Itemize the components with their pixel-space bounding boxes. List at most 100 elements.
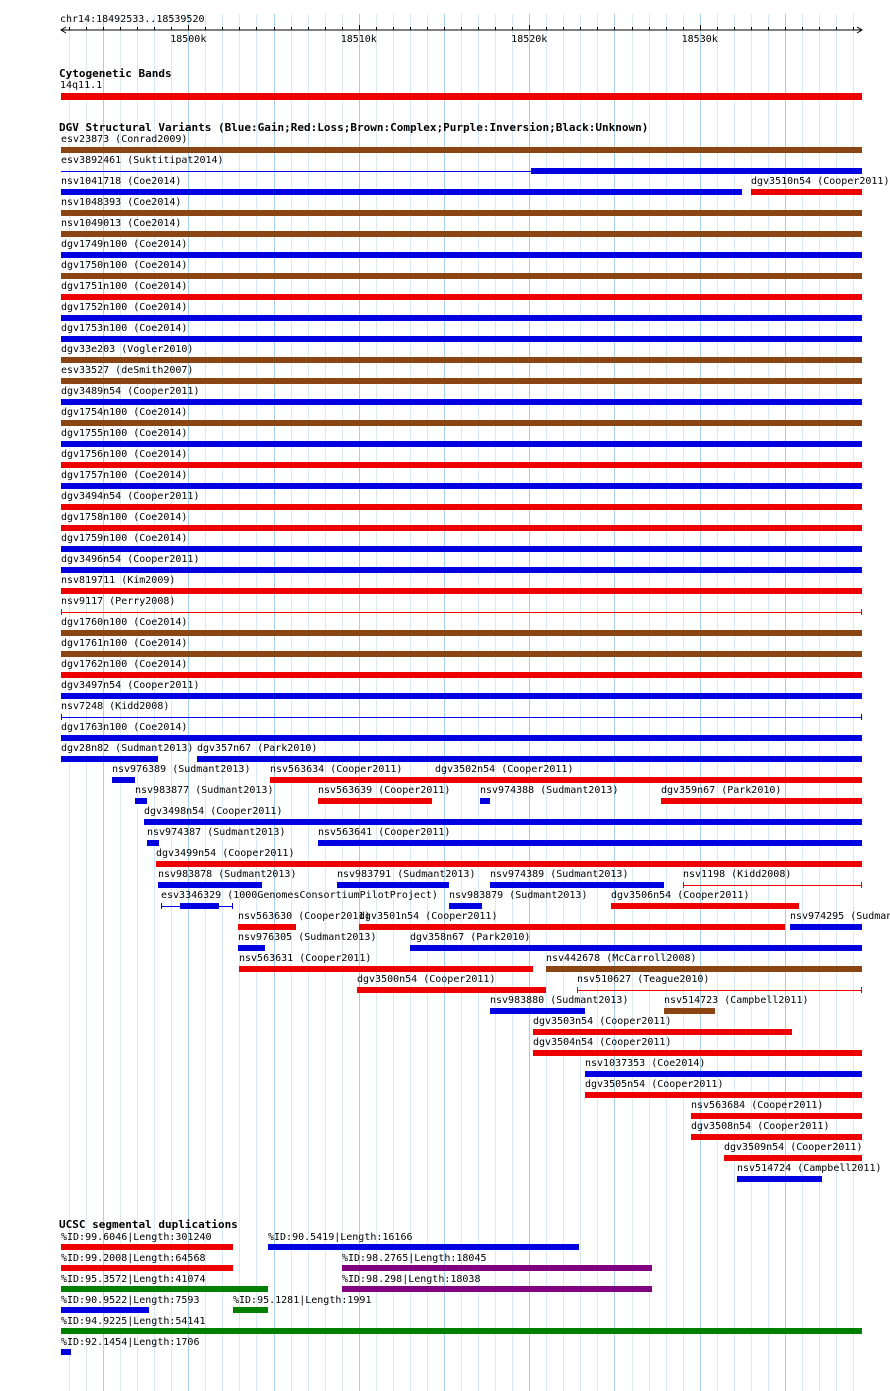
dgv-variant-bar[interactable] xyxy=(61,441,862,447)
dgv-variant-bar[interactable] xyxy=(61,273,862,279)
dgv-variant-bar[interactable] xyxy=(156,861,862,867)
dgv-variant-label: dgv3506n54 (Cooper2011) xyxy=(611,890,750,901)
dgv-variant-bar[interactable] xyxy=(61,717,862,718)
dgv-variant-bar[interactable] xyxy=(449,903,482,909)
dgv-variant-bar[interactable] xyxy=(61,735,862,741)
dgv-variant-bar[interactable] xyxy=(135,798,147,804)
dgv-variant-bar[interactable] xyxy=(531,168,862,174)
dgv-variant-bar[interactable] xyxy=(611,903,799,909)
dgv-variant-label: dgv3501n54 (Cooper2011) xyxy=(359,911,498,922)
dgv-variant-bar[interactable] xyxy=(61,357,862,363)
dgv-variant-bar[interactable] xyxy=(737,1176,822,1182)
grid-line xyxy=(768,14,769,1391)
dgv-variant-bar[interactable] xyxy=(61,315,862,321)
dgv-variant-label: nsv442678 (McCarroll2008) xyxy=(546,953,697,964)
grid-line xyxy=(410,14,411,1391)
dgv-variant-bar[interactable] xyxy=(238,924,296,930)
dgv-variant-bar[interactable] xyxy=(61,336,862,342)
dgv-variant-bar[interactable] xyxy=(585,1071,862,1077)
dgv-variant-bar[interactable] xyxy=(61,147,862,153)
segdup-bar[interactable] xyxy=(61,1307,149,1313)
locus-label: chr14:18492533..18539520 xyxy=(60,14,205,25)
dgv-variant-bar[interactable] xyxy=(435,777,862,783)
dgv-variant-bar[interactable] xyxy=(664,1008,715,1014)
segdup-bar[interactable] xyxy=(61,1328,862,1334)
grid-line xyxy=(853,14,854,1391)
dgv-variant-bar[interactable] xyxy=(480,798,490,804)
dgv-variant-bar[interactable] xyxy=(61,210,862,216)
dgv-variant-label: nsv9117 (Perry2008) xyxy=(61,596,176,607)
dgv-variant-bar[interactable] xyxy=(546,966,862,972)
dgv-variant-bar[interactable] xyxy=(61,462,862,468)
segdup-bar[interactable] xyxy=(342,1265,652,1271)
dgv-variant-bar[interactable] xyxy=(61,546,862,552)
dgv-variant-bar[interactable] xyxy=(112,777,135,783)
dgv-variant-bar[interactable] xyxy=(691,1134,862,1140)
dgv-variant-bar[interactable] xyxy=(61,231,862,237)
segdup-bar[interactable] xyxy=(61,1349,71,1355)
dgv-variant-label: dgv357n67 (Park2010) xyxy=(197,743,318,754)
dgv-variant-bar[interactable] xyxy=(61,294,862,300)
dgv-variant-bar[interactable] xyxy=(61,252,862,258)
dgv-variant-bar[interactable] xyxy=(661,798,862,804)
segdup-bar[interactable] xyxy=(233,1307,268,1313)
dgv-variant-bar[interactable] xyxy=(61,612,862,613)
dgv-variant-bar[interactable] xyxy=(691,1113,862,1119)
dgv-variant-bar[interactable] xyxy=(585,1092,862,1098)
grid-line xyxy=(785,14,786,1391)
dgv-variant-label: dgv1757n100 (Coe2014) xyxy=(61,470,188,481)
dgv-variant-bar[interactable] xyxy=(490,1008,585,1014)
dgv-variant-bar[interactable] xyxy=(61,651,862,657)
dgv-variant-label: dgv3498n54 (Cooper2011) xyxy=(144,806,283,817)
dgv-variant-bar[interactable] xyxy=(61,399,862,405)
dgv-variant-bar[interactable] xyxy=(61,189,742,195)
dgv-variant-bar[interactable] xyxy=(238,945,265,951)
segdup-bar[interactable] xyxy=(342,1286,652,1292)
dgv-variant-label: dgv1761n100 (Coe2014) xyxy=(61,638,188,649)
dgv-variant-bar[interactable] xyxy=(144,819,862,825)
dgv-variant-bar[interactable] xyxy=(158,882,262,888)
grid-line xyxy=(512,14,513,1391)
dgv-variant-bar[interactable] xyxy=(61,756,158,762)
segdup-bar[interactable] xyxy=(268,1244,579,1250)
dgv-variant-bar[interactable] xyxy=(61,483,862,489)
dgv-variant-bar[interactable] xyxy=(239,966,533,972)
dgv-variant-bar[interactable] xyxy=(61,525,862,531)
dgv-variant-bar[interactable] xyxy=(533,1029,792,1035)
dgv-variant-bar[interactable] xyxy=(61,630,862,636)
dgv-variant-bar[interactable] xyxy=(318,840,862,846)
dgv-variant-label: dgv1756n100 (Coe2014) xyxy=(61,449,188,460)
grid-line xyxy=(751,14,752,1391)
grid-line xyxy=(614,14,615,1391)
dgv-variant-bar[interactable] xyxy=(790,924,862,930)
dgv-variant-bar[interactable] xyxy=(61,420,862,426)
segdup-bar[interactable] xyxy=(61,1265,233,1271)
dgv-variant-thin-bar[interactable] xyxy=(61,171,862,172)
dgv-variant-bar[interactable] xyxy=(577,990,862,991)
dgv-variant-bar[interactable] xyxy=(359,924,785,930)
dgv-variant-bar[interactable] xyxy=(683,885,862,886)
segdup-bar[interactable] xyxy=(61,1286,268,1292)
dgv-variant-bar[interactable] xyxy=(61,567,862,573)
dgv-variant-bar[interactable] xyxy=(61,378,862,384)
grid-line xyxy=(700,14,701,1391)
dgv-variant-bar[interactable] xyxy=(337,882,449,888)
dgv-variant-bar[interactable] xyxy=(724,1155,862,1161)
dgv-variant-bar[interactable] xyxy=(61,693,862,699)
dgv-variant-bar[interactable] xyxy=(61,588,862,594)
dgv-variant-bar[interactable] xyxy=(751,189,862,195)
dgv-variant-bar[interactable] xyxy=(270,777,437,783)
dgv-variant-bar[interactable] xyxy=(357,987,546,993)
dgv-variant-bar[interactable] xyxy=(318,798,432,804)
dgv-variant-bar[interactable] xyxy=(410,945,862,951)
dgv-variant-thick-bar[interactable] xyxy=(180,903,219,909)
dgv-variant-bar[interactable] xyxy=(61,504,862,510)
segdup-bar[interactable] xyxy=(61,1244,233,1250)
dgv-variant-bar[interactable] xyxy=(197,756,862,762)
dgv-variant-bar[interactable] xyxy=(147,840,159,846)
dgv-variant-bar[interactable] xyxy=(490,882,664,888)
cytoband-bar[interactable] xyxy=(61,93,862,100)
dgv-variant-bar[interactable] xyxy=(533,1050,862,1056)
grid-line xyxy=(393,14,394,1391)
dgv-variant-bar[interactable] xyxy=(61,672,862,678)
